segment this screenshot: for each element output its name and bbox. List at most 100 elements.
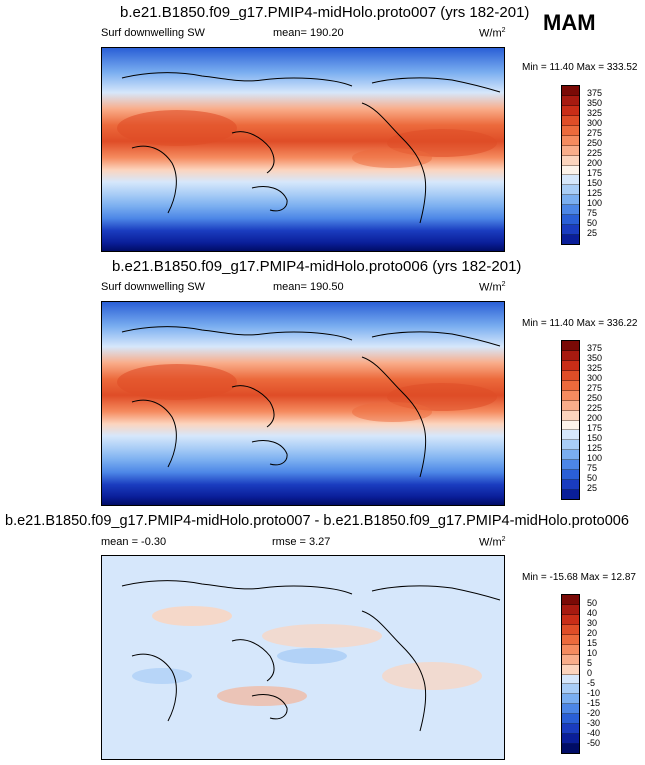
colorbar-tick: 350 (587, 98, 603, 108)
colorbar-tick: 40 (587, 608, 598, 618)
colorbar-tick: 100 (587, 198, 603, 208)
colorbar-tick: 200 (587, 158, 603, 168)
panel2-map (101, 301, 505, 506)
colorbar-tick: -15 (587, 698, 601, 708)
colorbar-tick: 50 (587, 218, 598, 228)
colorbar-swatch (562, 350, 579, 361)
colorbar-tick: 175 (587, 168, 603, 178)
colorbar-swatch (562, 460, 579, 471)
colorbar-tick: 200 (587, 413, 603, 423)
colorbar-swatch (562, 604, 579, 615)
panel2-minmax: Min = 11.40 Max = 336.22 (522, 318, 638, 329)
colorbar-swatch (562, 704, 579, 715)
colorbar-swatch (562, 734, 579, 745)
colorbar-swatch (562, 86, 579, 96)
colorbar-swatch (562, 714, 579, 725)
colorbar-swatch (562, 360, 579, 371)
colorbar-swatch (562, 205, 579, 216)
colorbar-swatch (562, 370, 579, 381)
colorbar-swatch (562, 634, 579, 645)
colorbar-swatch (562, 644, 579, 655)
colorbar-tick: 100 (587, 453, 603, 463)
colorbar-tick: 75 (587, 463, 598, 473)
panel1-minmax: Min = 11.40 Max = 333.52 (522, 62, 638, 73)
panel3-minmax: Min = -15.68 Max = 12.87 (522, 572, 636, 583)
colorbar-tick: 375 (587, 343, 603, 353)
panel1-map (101, 47, 505, 252)
colorbar-swatch (562, 470, 579, 481)
colorbar-tick: 20 (587, 628, 598, 638)
colorbar-tick: 10 (587, 648, 598, 658)
colorbar-swatch (562, 135, 579, 146)
colorbar-tick: -20 (587, 708, 601, 718)
colorbar-swatch (562, 420, 579, 431)
panel2-title: b.e21.B1850.f09_g17.PMIP4-midHolo.proto0… (112, 258, 522, 275)
panel3-rmse-label: rmse = 3.27 (272, 536, 331, 548)
colorbar-tick: 25 (587, 228, 598, 238)
colorbar-swatch (562, 105, 579, 116)
colorbar-tick: 300 (587, 118, 603, 128)
panel1-variable-label: Surf downwelling SW (101, 27, 205, 39)
colorbar-tick: 50 (587, 598, 598, 608)
colorbar-tick: 250 (587, 393, 603, 403)
colorbar-swatch (562, 724, 579, 735)
colorbar-tick: 300 (587, 373, 603, 383)
colorbar-swatch (562, 410, 579, 421)
colorbar-swatch (562, 694, 579, 705)
colorbar-swatch (562, 654, 579, 665)
colorbar-swatch (562, 744, 579, 753)
colorbar-swatch (562, 390, 579, 401)
colorbar-tick: 30 (587, 618, 598, 628)
colorbar-swatch (562, 664, 579, 675)
panel1-title: b.e21.B1850.f09_g17.PMIP4-midHolo.proto0… (120, 4, 530, 21)
panel1-units: W/m2 (479, 27, 506, 40)
colorbar-tick: 250 (587, 138, 603, 148)
colorbar-swatch (562, 430, 579, 441)
colorbar-swatch (562, 440, 579, 451)
colorbar-swatch (562, 145, 579, 156)
colorbar-tick: -50 (587, 738, 601, 748)
panel2-mean-label: mean= 190.50 (273, 281, 344, 293)
colorbar-swatch (562, 380, 579, 391)
colorbar-tick: -40 (587, 728, 601, 738)
colorbar-tick: 125 (587, 443, 603, 453)
colorbar-swatch (562, 215, 579, 226)
colorbar-tick: 275 (587, 383, 603, 393)
panel3-map (101, 555, 505, 760)
colorbar-swatch (562, 125, 579, 136)
colorbar-tick: -10 (587, 688, 601, 698)
panel2-variable-label: Surf downwelling SW (101, 281, 205, 293)
colorbar-swatch (562, 225, 579, 236)
colorbar-swatch (562, 341, 579, 351)
season-label: MAM (543, 10, 596, 35)
colorbar-swatch (562, 165, 579, 176)
colorbar-swatch (562, 595, 579, 605)
colorbar-swatch (562, 115, 579, 126)
colorbar-swatch (562, 400, 579, 411)
colorbar-swatch (562, 684, 579, 695)
colorbar-swatch (562, 624, 579, 635)
colorbar-swatch (562, 95, 579, 106)
colorbar-tick: 375 (587, 88, 603, 98)
panel2-colorbar (561, 340, 580, 500)
colorbar-tick: -5 (587, 678, 596, 688)
panel3-mean-label: mean = -0.30 (101, 536, 167, 548)
panel1-colorbar (561, 85, 580, 245)
colorbar-tick: 75 (587, 208, 598, 218)
colorbar-tick: 0 (587, 668, 593, 678)
colorbar-tick: 150 (587, 178, 603, 188)
colorbar-swatch (562, 235, 579, 244)
colorbar-tick: -30 (587, 718, 601, 728)
colorbar-tick: 25 (587, 483, 598, 493)
colorbar-swatch (562, 674, 579, 685)
colorbar-swatch (562, 490, 579, 499)
panel1-mean-label: mean= 190.20 (273, 27, 344, 39)
colorbar-swatch (562, 185, 579, 196)
colorbar-tick: 225 (587, 403, 603, 413)
panel2-units: W/m2 (479, 281, 506, 294)
colorbar-swatch (562, 450, 579, 461)
colorbar-tick: 175 (587, 423, 603, 433)
colorbar-swatch (562, 480, 579, 491)
colorbar-tick: 50 (587, 473, 598, 483)
colorbar-swatch (562, 195, 579, 206)
